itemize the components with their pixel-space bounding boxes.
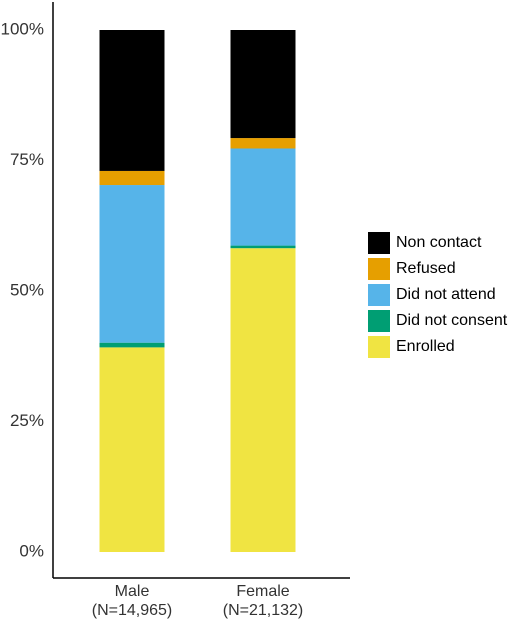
legend-label-enrolled: Enrolled xyxy=(396,338,455,355)
x-category-count: (N=14,965) xyxy=(92,602,173,619)
bar-segment-female-did-not-attend xyxy=(230,148,296,246)
legend-swatch-refused xyxy=(368,258,390,280)
legend: Non contact Refused Did not attend Did not … xyxy=(368,232,508,358)
legend-label-non-contact: Non contact xyxy=(396,234,482,251)
y-tick-label: 100% xyxy=(1,19,44,38)
bar-segment-male-did-not-consent xyxy=(99,342,165,348)
y-tick-label: 50% xyxy=(10,280,44,299)
legend-swatch-did-not-consent xyxy=(368,310,390,332)
y-tick-label: 0% xyxy=(19,541,44,560)
bar-segment-male-did-not-attend xyxy=(99,185,165,343)
legend-label-did-not-attend: Did not attend xyxy=(396,286,496,303)
y-axis-ticks: 0% 25% 50% 75% 100% xyxy=(1,19,44,560)
y-tick-label: 25% xyxy=(10,411,44,430)
legend-label-refused: Refused xyxy=(396,260,456,277)
bars-layer xyxy=(99,30,296,553)
bar-segment-female-non-contact xyxy=(230,30,296,139)
bar-segment-female-enrolled xyxy=(230,248,296,553)
x-axis-labels: Male (N=14,965) Female (N=21,132) xyxy=(92,583,304,619)
bar-segment-male-non-contact xyxy=(99,30,165,171)
bar-segment-female-did-not-consent xyxy=(230,245,296,249)
x-category-count: (N=21,132) xyxy=(223,602,304,619)
bar-segment-male-refused xyxy=(99,170,165,186)
legend-swatch-non-contact xyxy=(368,232,390,254)
bar-segment-male-enrolled xyxy=(99,347,165,552)
x-category-label: Male xyxy=(115,583,150,600)
legend-swatch-enrolled xyxy=(368,336,390,358)
legend-swatch-did-not-attend xyxy=(368,284,390,306)
bar-segment-female-refused xyxy=(230,138,296,149)
x-category-label: Female xyxy=(236,583,289,600)
y-tick-label: 75% xyxy=(10,150,44,169)
legend-label-did-not-consent: Did not consent xyxy=(396,312,508,329)
axes-layer xyxy=(52,2,350,579)
